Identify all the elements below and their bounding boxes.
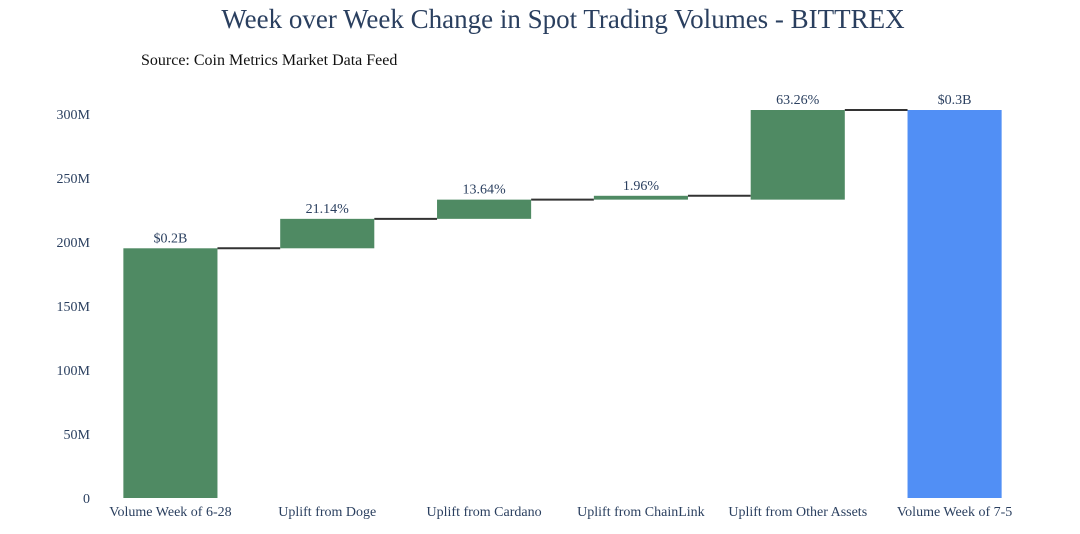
y-tick-label: 50M bbox=[64, 428, 91, 443]
bar-increase bbox=[593, 195, 688, 200]
bar-data-label: $0.3B bbox=[938, 93, 972, 108]
chart-subtitle: Source: Coin Metrics Market Data Feed bbox=[141, 52, 398, 69]
chart-title: Week over Week Change in Spot Trading Vo… bbox=[221, 4, 905, 34]
bar-data-label: 1.96% bbox=[623, 179, 660, 194]
y-tick-label: 300M bbox=[57, 108, 91, 123]
bar-data-label: 13.64% bbox=[462, 183, 506, 198]
y-axis: 0 50M 100M 150M 200M 250M 300M bbox=[57, 108, 91, 507]
bar-increase bbox=[437, 199, 532, 219]
x-tick-label: Uplift from Cardano bbox=[427, 505, 542, 520]
bar-total bbox=[907, 110, 1002, 498]
bar-increase bbox=[280, 218, 375, 249]
x-tick-label: Volume Week of 7-5 bbox=[897, 505, 1012, 520]
y-tick-label: 250M bbox=[57, 172, 91, 187]
x-tick-label: Volume Week of 6-28 bbox=[109, 505, 231, 520]
bar-data-label: 21.14% bbox=[306, 202, 350, 217]
y-tick-label: 200M bbox=[57, 236, 91, 251]
x-tick-label: Uplift from ChainLink bbox=[577, 505, 705, 520]
connector-lines bbox=[217, 109, 908, 250]
y-tick-label: 100M bbox=[57, 364, 91, 379]
bar-total bbox=[123, 248, 218, 498]
y-tick-label: 0 bbox=[83, 492, 90, 507]
x-axis: Volume Week of 6-28 Uplift from Doge Uplif… bbox=[109, 505, 1012, 520]
bar-increase bbox=[750, 110, 845, 200]
data-labels: $0.2B 21.14% 13.64% 1.96% 63.26% $0.3B bbox=[153, 93, 971, 246]
x-tick-label: Uplift from Doge bbox=[278, 505, 376, 520]
x-tick-label: Uplift from Other Assets bbox=[728, 505, 867, 520]
bars bbox=[123, 110, 1002, 498]
bar-data-label: $0.2B bbox=[153, 231, 187, 246]
y-tick-label: 150M bbox=[57, 300, 91, 315]
bar-data-label: 63.26% bbox=[776, 93, 820, 108]
